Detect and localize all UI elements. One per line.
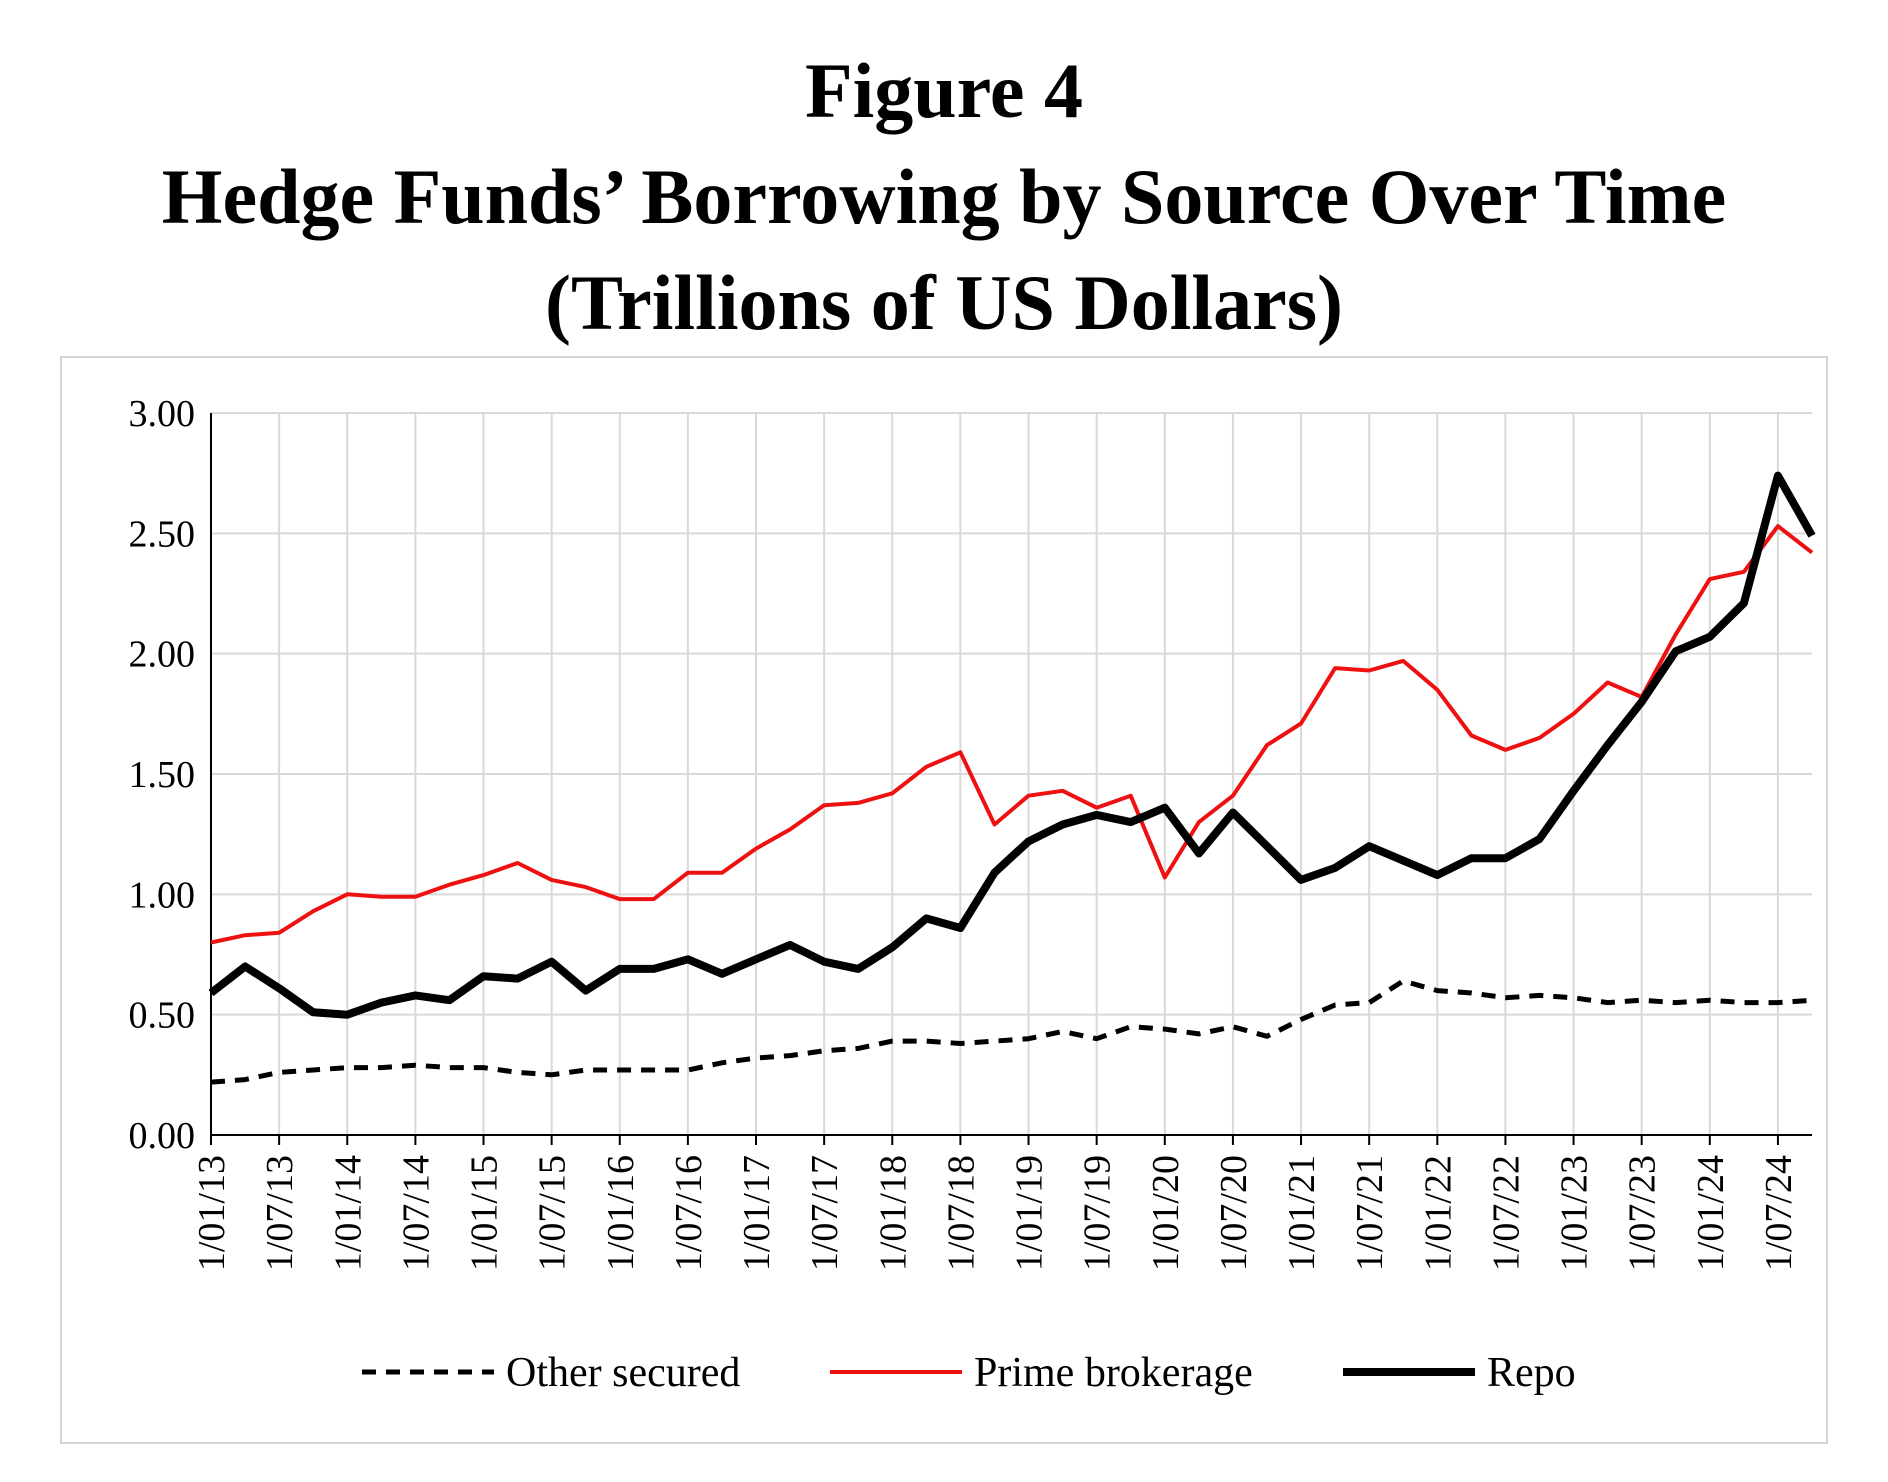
chart-subtitle: (Trillions of US Dollars) (544, 259, 1344, 346)
x-tick-label: 1/01/15 (464, 1155, 506, 1271)
x-tick-label: 1/01/18 (872, 1155, 914, 1271)
title-block: Figure 4 Hedge Funds’ Borrowing by Sourc… (0, 38, 1888, 356)
y-tick-label: 1.50 (129, 754, 196, 796)
x-tick-label: 1/01/24 (1690, 1155, 1732, 1271)
x-tick-label: 1/01/20 (1145, 1155, 1187, 1271)
gridlines (211, 412, 1812, 1135)
x-tick-labels: 1/01/13 1/07/13 1/01/14 1/07/14 1/01/15 1/07/… (191, 1155, 1800, 1271)
x-tick-label: 1/01/13 (191, 1155, 233, 1271)
y-tick-label: 0.00 (129, 1115, 196, 1157)
legend: Other secured Prime brokerage Repo (362, 1350, 1576, 1396)
x-tick-label: 1/01/23 (1554, 1155, 1596, 1271)
x-tick-label: 1/07/23 (1622, 1155, 1664, 1271)
prime-brokerage-line (210, 524, 1814, 945)
x-tick-label: 1/07/16 (668, 1155, 710, 1271)
x-tick-label: 1/07/17 (804, 1155, 846, 1271)
x-tick-label: 1/01/21 (1281, 1155, 1323, 1271)
other-secured-line (210, 978, 1813, 1085)
y-tick-label: 0.50 (129, 995, 196, 1037)
y-tick-labels: 0.00 0.50 1.00 1.50 2.00 2.50 3.00 (129, 393, 196, 1157)
legend-prime-brokerage-label: Prime brokerage (974, 1350, 1253, 1396)
legend-other-secured-label: Other secured (506, 1350, 740, 1396)
x-tick-label: 1/01/22 (1417, 1155, 1459, 1271)
x-tick-label: 1/07/19 (1077, 1155, 1119, 1271)
axes (210, 413, 1812, 1145)
x-tick-label: 1/01/19 (1009, 1155, 1051, 1271)
chart-frame (60, 356, 1828, 1444)
y-tick-label: 2.50 (129, 513, 196, 555)
repo-line (208, 471, 1816, 1019)
y-tick-label: 2.00 (129, 634, 196, 676)
figure-label: Figure 4 (804, 47, 1084, 134)
x-tick-label: 1/07/13 (259, 1155, 301, 1271)
x-tick-label: 1/01/17 (736, 1155, 778, 1271)
y-tick-label: 1.00 (129, 874, 196, 916)
y-tick-label: 3.00 (129, 393, 196, 435)
series-lines (208, 471, 1816, 1085)
x-tick-label: 1/01/14 (327, 1155, 369, 1271)
x-tick-label: 1/07/18 (940, 1155, 982, 1271)
x-tick-label: 1/07/22 (1485, 1155, 1527, 1271)
x-tick-label: 1/07/20 (1213, 1155, 1255, 1271)
x-tick-label: 1/07/24 (1758, 1155, 1800, 1271)
x-tick-label: 1/07/21 (1349, 1155, 1391, 1271)
x-tick-label: 1/07/15 (532, 1155, 574, 1271)
legend-repo-label: Repo (1487, 1350, 1576, 1396)
chart-title: Hedge Funds’ Borrowing by Source Over Ti… (161, 153, 1727, 240)
x-tick-label: 1/01/16 (600, 1155, 642, 1271)
x-tick-label: 1/07/14 (395, 1155, 437, 1271)
